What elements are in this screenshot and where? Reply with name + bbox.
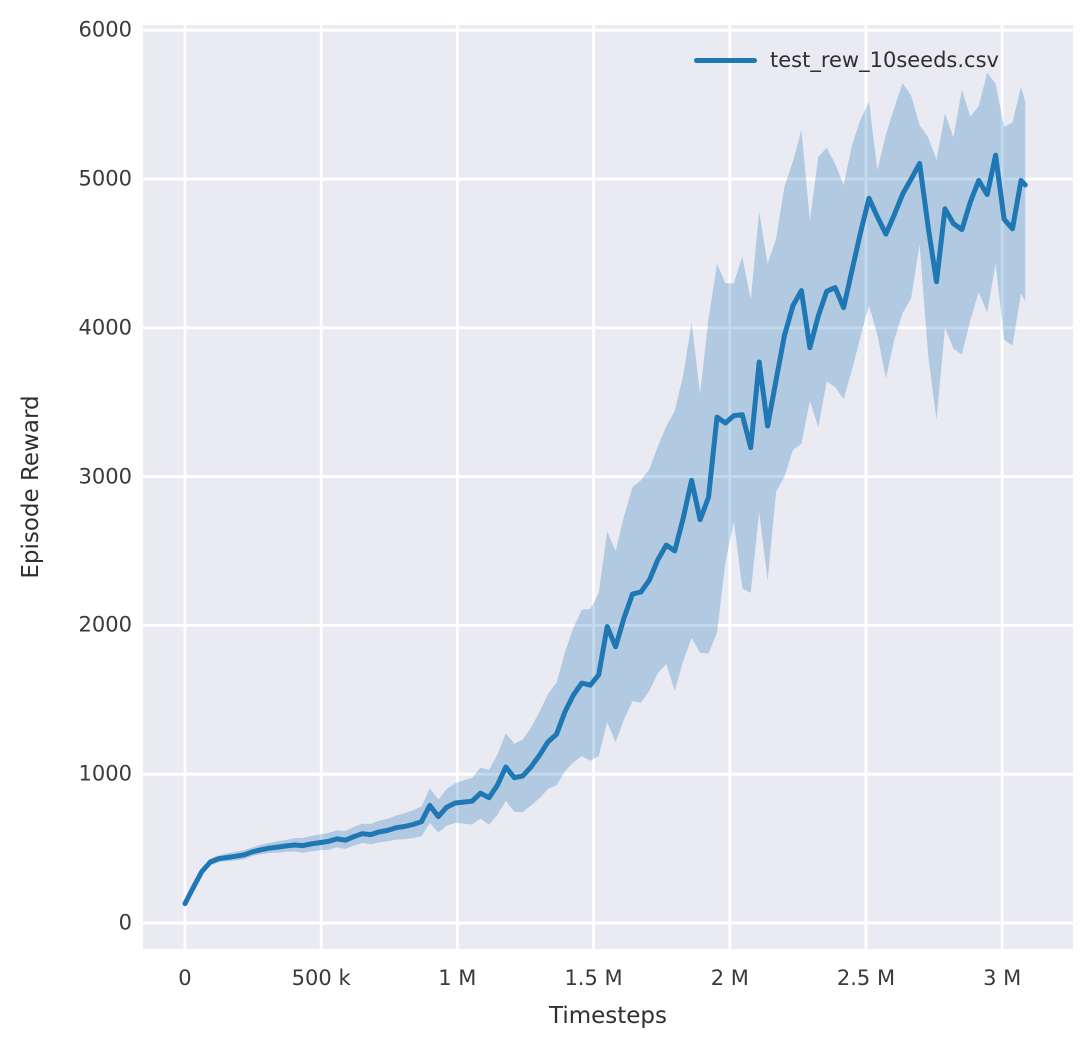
x-axis-label: Timesteps	[548, 1003, 668, 1029]
reward-line	[182, 152, 1028, 907]
y-axis-label: Episode Reward	[18, 395, 44, 579]
y-tick-label: 3000	[78, 464, 132, 489]
y-tick-label: 0	[118, 910, 132, 935]
x-tick-label: 2 M	[710, 966, 749, 990]
x-tick-label: 0	[178, 966, 192, 990]
x-tick-label: 2.5 M	[836, 966, 896, 990]
x-tick-label: 500 k	[291, 966, 351, 990]
x-tick-label: 1.5 M	[564, 966, 623, 990]
legend-line-swatch	[694, 57, 757, 63]
x-tick-label: 1 M	[438, 966, 477, 990]
y-tick-label: 1000	[78, 761, 132, 786]
x-tick-label: 3 M	[983, 966, 1022, 990]
confidence-band	[185, 72, 1026, 907]
y-tick-label: 6000	[78, 17, 132, 42]
y-tick-label: 5000	[78, 166, 132, 191]
legend-label: test_rew_10seeds.csv	[770, 48, 999, 72]
legend: test_rew_10seeds.csv	[694, 48, 999, 72]
y-tick-label: 2000	[78, 612, 132, 637]
y-tick-label: 4000	[78, 315, 132, 340]
